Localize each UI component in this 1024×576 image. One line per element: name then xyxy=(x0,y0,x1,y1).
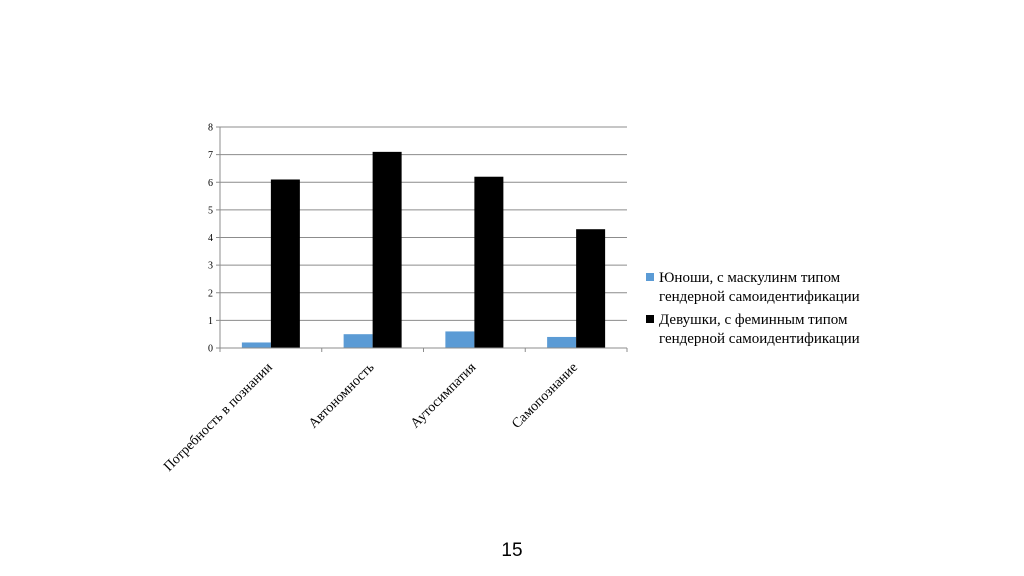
legend-label-2: гендерной самоидентификации xyxy=(659,331,860,347)
legend-swatch-2 xyxy=(646,315,654,323)
y-tick-label: 1 xyxy=(208,316,213,327)
bars xyxy=(241,151,606,348)
legend-label-1: Юноши, с маскулинм типом xyxy=(659,270,841,286)
page-number: 15 xyxy=(501,540,523,561)
y-tick-label: 8 xyxy=(208,123,213,134)
axes xyxy=(216,126,628,352)
y-tick-label: 2 xyxy=(208,288,213,299)
axis-labels: 0 1 2 3 4 5 6 7 8 Потребность в познании Автономно… xyxy=(161,123,581,475)
x-category-label: Самопознание xyxy=(509,360,581,432)
x-category-label: Аутосимпатия xyxy=(408,360,480,432)
bar-series-1 xyxy=(547,336,577,348)
bar-series-2 xyxy=(576,229,606,348)
y-tick-label: 5 xyxy=(208,205,213,216)
bar-series-1 xyxy=(241,342,271,348)
bar-series-1 xyxy=(343,334,373,348)
x-category-label: Автономность xyxy=(306,360,377,431)
y-tick-label: 6 xyxy=(208,178,213,189)
y-tick-label: 3 xyxy=(208,261,213,272)
legend: Юноши, с маскулинм типом гендерной самоид… xyxy=(646,270,860,347)
legend-swatch-1 xyxy=(646,273,654,281)
y-tick-label: 0 xyxy=(208,344,213,355)
y-tick-label: 7 xyxy=(208,150,213,161)
bar-series-2 xyxy=(372,151,402,348)
bar-series-1 xyxy=(445,331,475,348)
y-tick-label: 4 xyxy=(208,233,213,244)
x-category-label: Потребность в познании xyxy=(161,360,276,475)
legend-label-1: гендерной самоидентификации xyxy=(659,289,860,305)
bar-series-2 xyxy=(474,176,504,348)
bar-series-2 xyxy=(270,179,300,348)
legend-label-2: Девушки, с феминным типом xyxy=(659,312,848,328)
